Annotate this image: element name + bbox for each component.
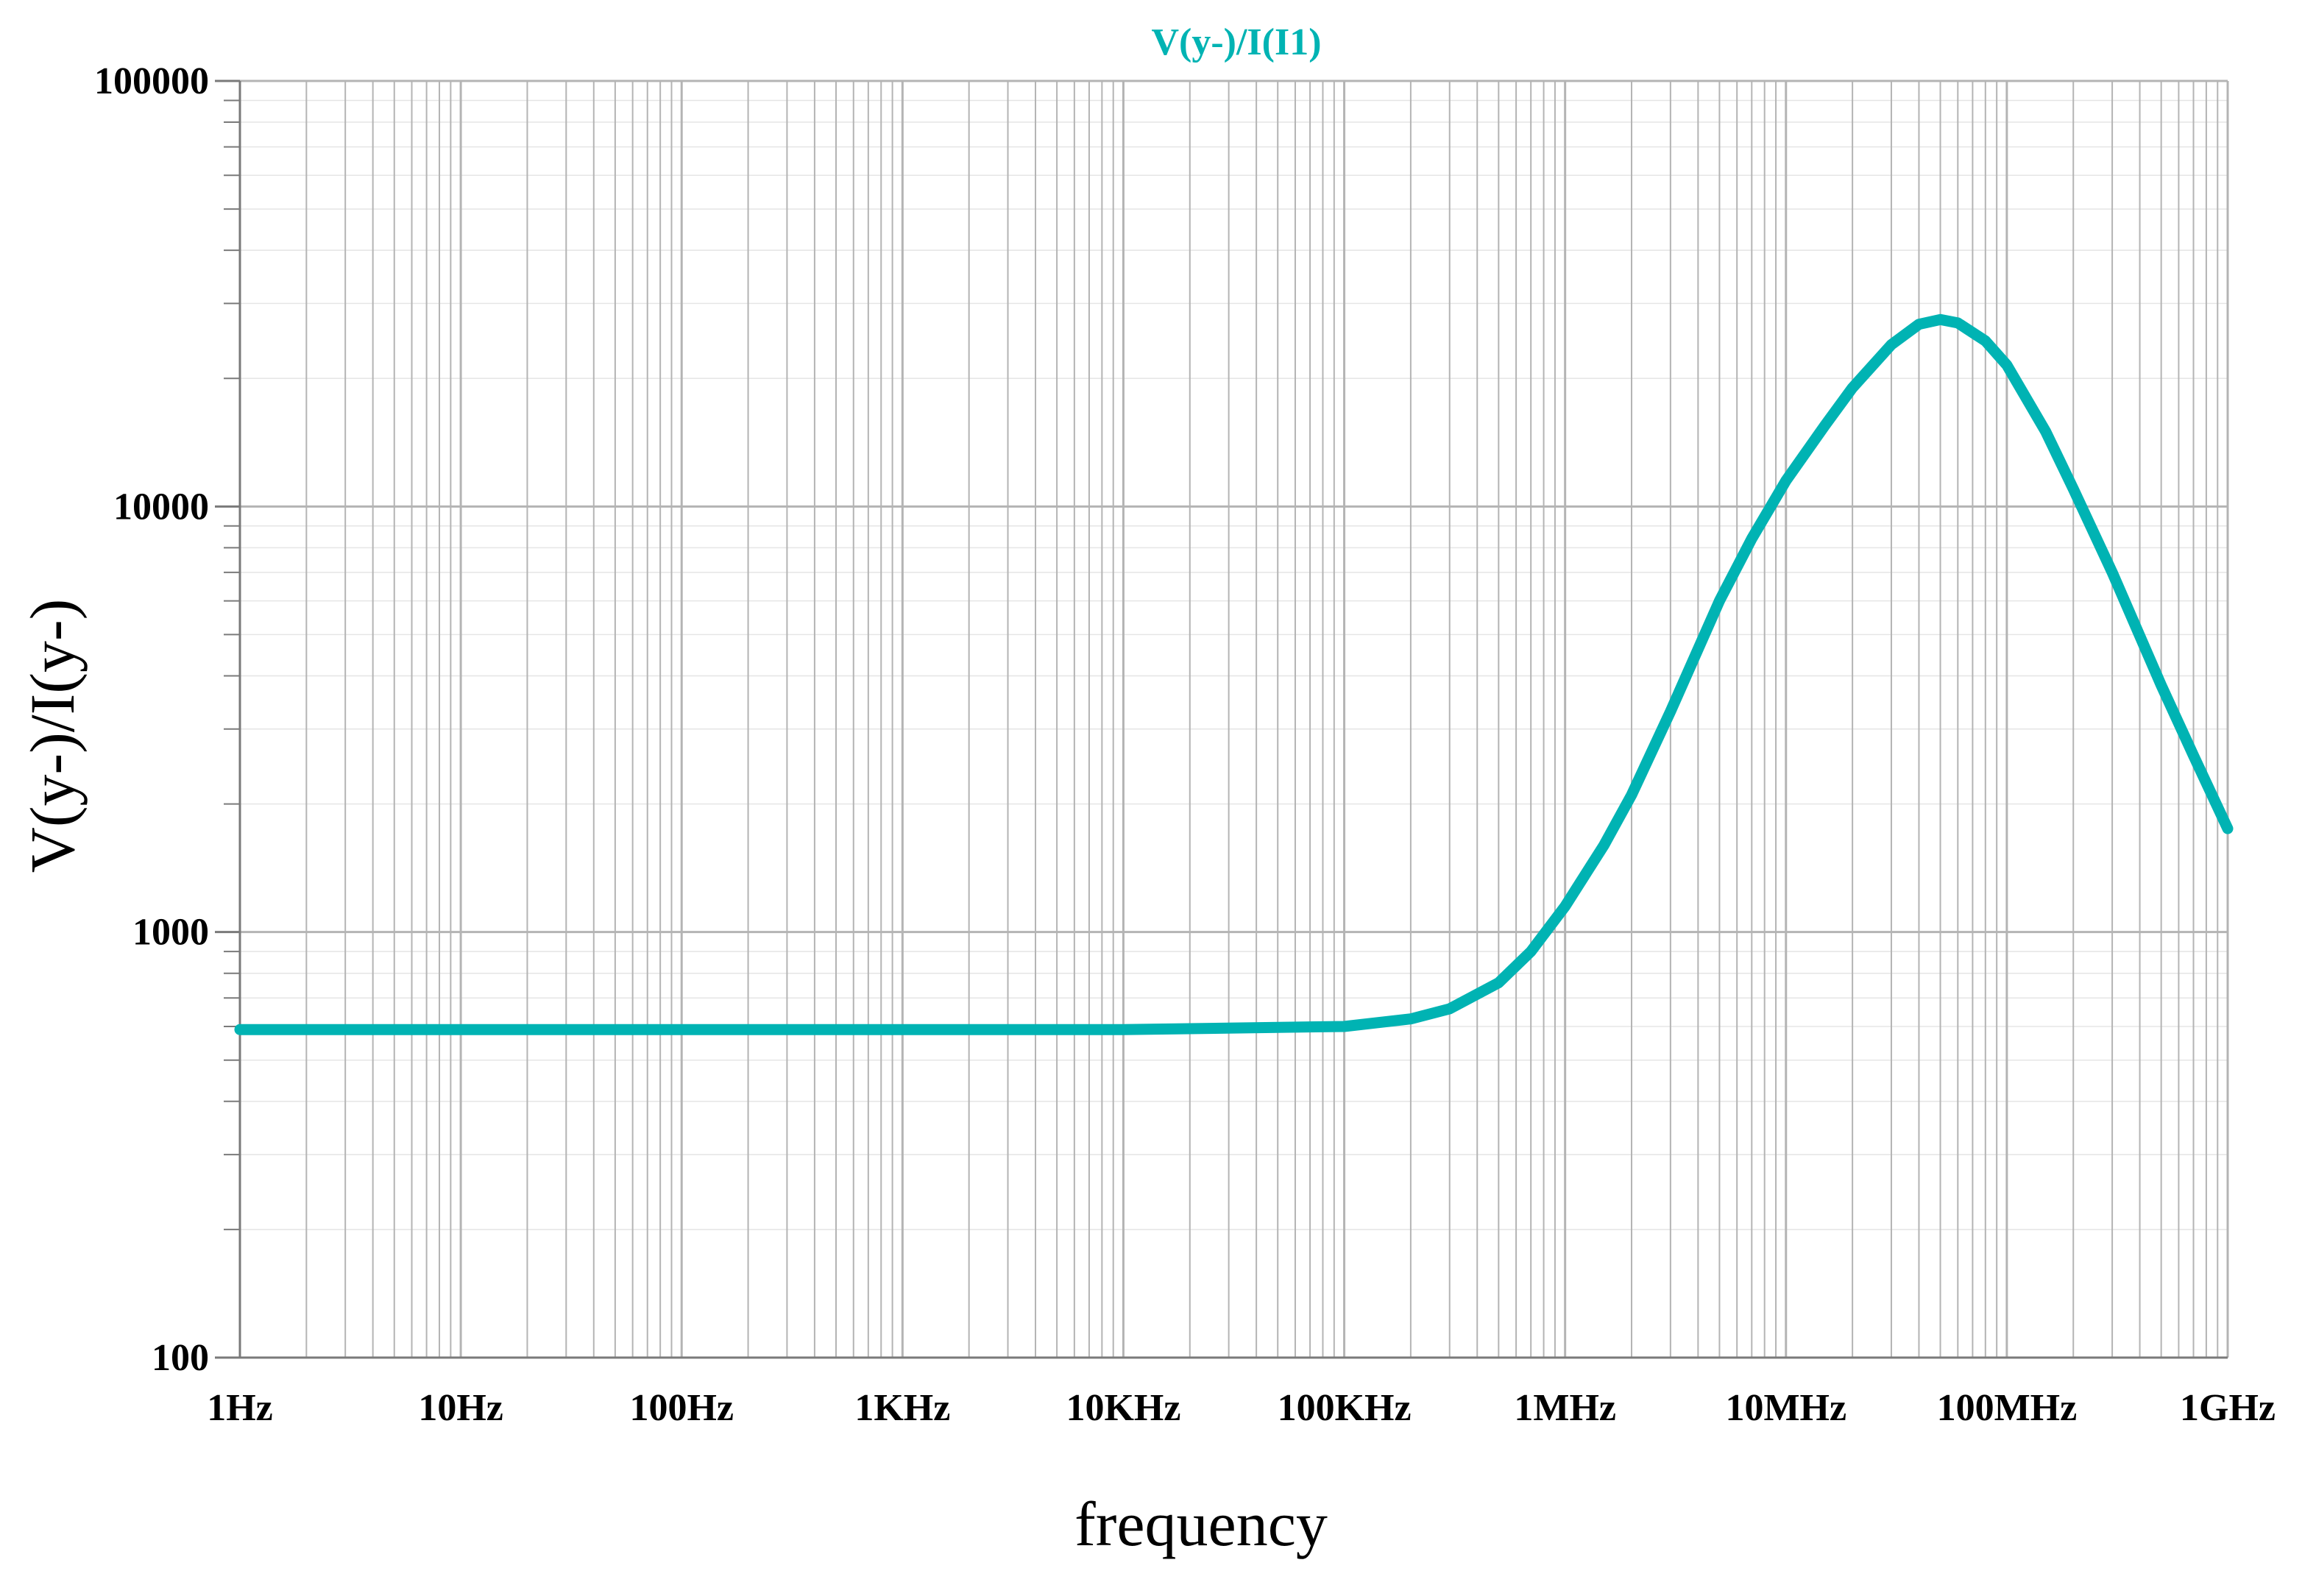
minor-gridlines-y xyxy=(240,99,2228,1230)
x-tick-label: 1GHz xyxy=(2180,1387,2276,1429)
x-tick-label: 100KHz xyxy=(1278,1387,1412,1429)
x-tick-label: 10Hz xyxy=(418,1387,503,1429)
x-tick-label: 100MHz xyxy=(1937,1387,2078,1429)
y-tick-label: 100000 xyxy=(94,60,209,102)
x-axis-title: frequency xyxy=(1074,1489,1328,1559)
minor-gridlines-x xyxy=(305,81,2219,1358)
y-axis-title: V(y-)/I(y-) xyxy=(17,599,88,873)
x-axis-tick-labels: 1Hz 10Hz 100Hz 1KHz 10KHz 100KHz 1MHz 10MHz 100M… xyxy=(207,1387,2276,1429)
x-tick-label: 1Hz xyxy=(207,1387,273,1429)
x-tick-label: 1KHz xyxy=(854,1387,950,1429)
y-tick-label: 10000 xyxy=(113,486,209,528)
y-tick-label: 1000 xyxy=(132,912,209,954)
x-tick-label: 10KHz xyxy=(1066,1387,1180,1429)
y-axis-tick-labels: 100 1000 10000 100000 xyxy=(94,60,209,1379)
y-axis-ticks xyxy=(215,79,240,1359)
chart-title: V(y-)/I(I1) xyxy=(1151,21,1321,63)
y-tick-label: 100 xyxy=(152,1337,209,1379)
series-line-v-y-over-i-i1 xyxy=(234,313,2234,1035)
x-tick-label: 1MHz xyxy=(1514,1387,1616,1429)
x-tick-label: 10MHz xyxy=(1725,1387,1846,1429)
x-tick-label: 100Hz xyxy=(629,1387,734,1429)
